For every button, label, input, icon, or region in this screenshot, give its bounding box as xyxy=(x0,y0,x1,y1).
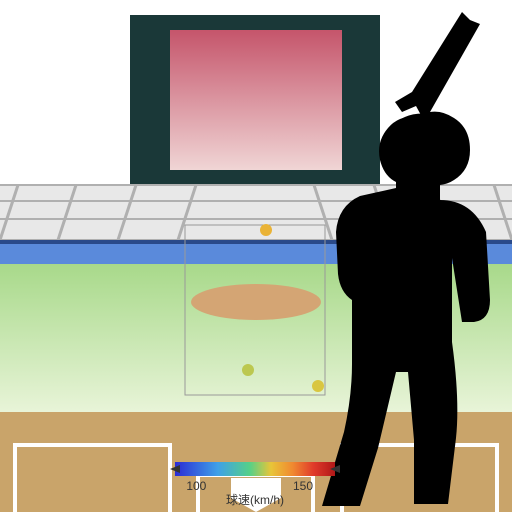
pitch-marker xyxy=(260,224,272,236)
legend-tick: 100 xyxy=(186,479,206,493)
pitchers-mound xyxy=(191,284,321,320)
legend-label: 球速(km/h) xyxy=(226,493,284,507)
pitch-marker xyxy=(242,364,254,376)
scoreboard-screen xyxy=(170,30,342,170)
pitch-marker xyxy=(312,380,324,392)
pitch-location-chart: 100 150 球速(km/h) xyxy=(0,0,512,512)
legend-tick: 150 xyxy=(293,479,313,493)
